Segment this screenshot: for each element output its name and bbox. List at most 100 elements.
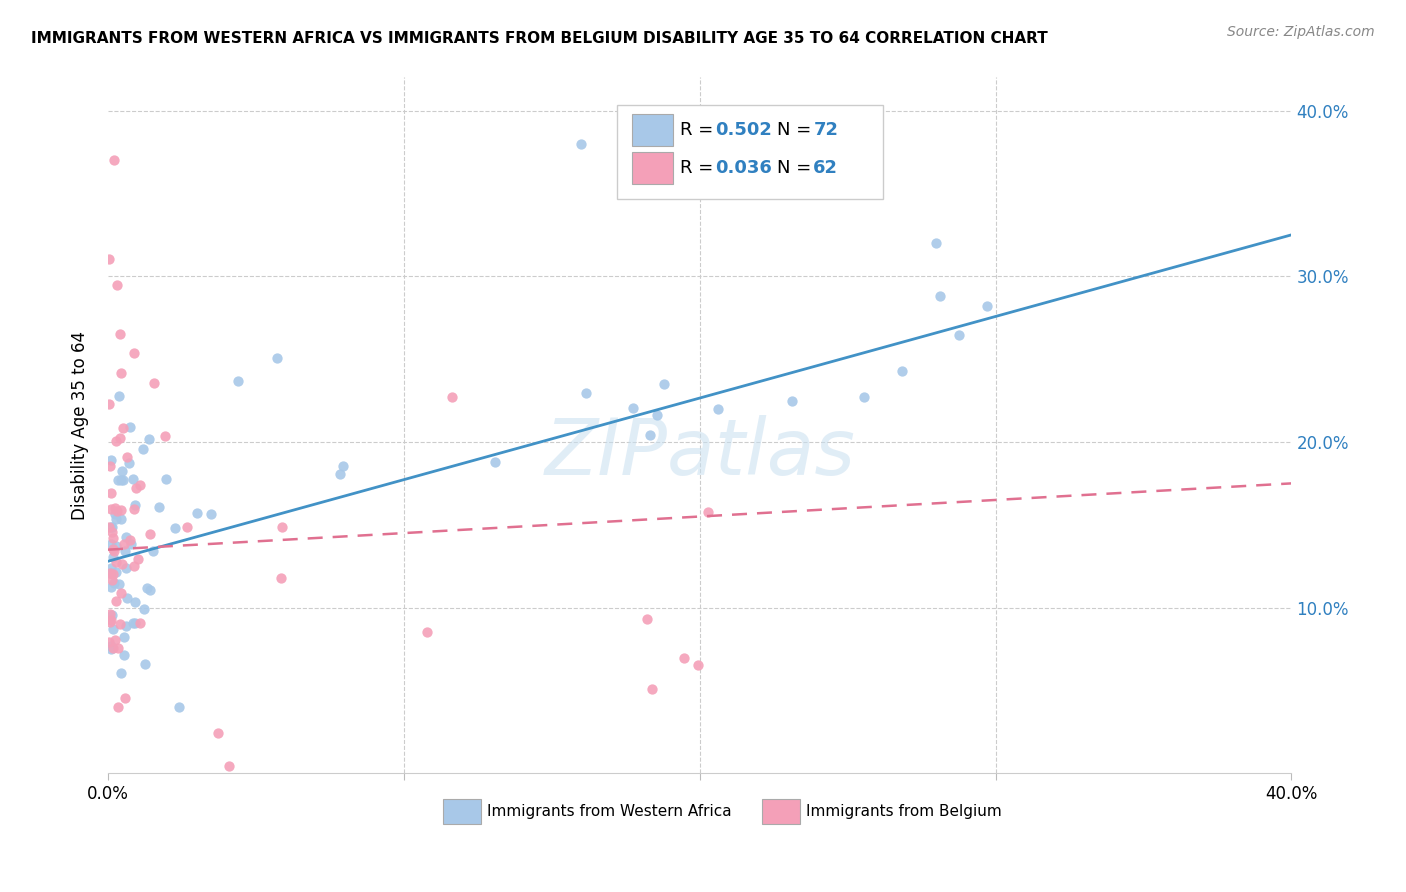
Point [176,520,198,534]
Point [852,391,875,405]
Point [103,544,125,558]
Point [121,472,143,486]
Point [641,682,664,697]
Point [114,544,136,558]
Point [105,555,128,569]
Point [100,573,122,587]
Point [139,526,162,541]
Point [128,616,150,631]
Point [686,657,709,672]
Point [105,594,128,608]
Point [652,376,675,391]
Point [98,520,121,534]
Point [104,434,127,448]
Point [131,442,153,456]
Point [105,277,128,292]
Point [200,507,222,521]
Point [104,565,127,579]
Point [111,464,134,478]
Point [270,571,292,585]
Point [110,512,132,526]
Point [115,530,138,544]
Point [108,389,131,403]
Point [440,390,463,404]
Point [120,537,142,551]
Text: R =: R = [679,120,718,138]
Point [948,327,970,342]
Point [101,520,124,534]
Point [104,633,127,648]
Point [186,506,208,520]
Point [108,431,131,445]
Text: 62: 62 [813,159,838,177]
Point [101,622,124,636]
Point [112,474,135,488]
Point [112,648,135,662]
Point [101,607,124,622]
Point [117,591,139,605]
Point [124,498,146,512]
Point [98,397,121,411]
Point [135,581,157,595]
Text: R =: R = [679,159,718,177]
Point [574,386,596,401]
Point [122,502,145,516]
Point [218,759,240,773]
Point [139,583,162,598]
Point [107,699,129,714]
Text: N =: N = [776,120,817,138]
FancyBboxPatch shape [633,152,672,184]
Point [100,486,122,500]
Point [127,551,149,566]
Point [637,612,659,626]
Point [100,639,122,653]
Point [100,580,122,594]
Point [115,561,138,575]
Point [124,616,146,631]
Point [623,401,645,416]
FancyBboxPatch shape [762,799,800,824]
Text: Immigrants from Belgium: Immigrants from Belgium [806,804,1002,819]
Point [118,533,141,548]
Point [890,363,912,377]
Point [107,641,129,656]
Point [98,252,121,267]
Point [112,630,135,644]
Point [108,327,131,342]
Point [104,500,127,515]
Point [138,432,160,446]
Point [110,502,132,516]
Point [115,450,138,465]
Point [266,351,288,365]
Text: IMMIGRANTS FROM WESTERN AFRICA VS IMMIGRANTS FROM BELGIUM DISABILITY AGE 35 TO 6: IMMIGRANTS FROM WESTERN AFRICA VS IMMIGR… [31,31,1047,46]
Point [98,615,121,629]
Point [111,558,134,572]
Point [101,525,124,540]
Text: 0.036: 0.036 [716,159,772,177]
Point [110,586,132,600]
Point [416,625,439,640]
Text: Source: ZipAtlas.com: Source: ZipAtlas.com [1227,25,1375,39]
Point [124,346,146,360]
Point [107,473,129,487]
Point [111,421,134,435]
FancyBboxPatch shape [617,105,883,199]
Point [672,651,695,665]
Point [925,236,948,251]
Point [100,613,122,627]
Point [98,458,121,473]
Point [100,453,122,467]
Point [101,541,124,556]
Point [780,394,803,409]
Point [112,536,135,550]
Point [105,504,128,518]
Point [134,601,156,615]
Point [118,456,141,470]
Point [142,544,165,558]
Point [169,700,191,714]
Point [122,615,145,630]
Point [98,607,121,622]
Point [707,402,730,417]
Point [100,502,122,516]
Point [929,289,952,303]
